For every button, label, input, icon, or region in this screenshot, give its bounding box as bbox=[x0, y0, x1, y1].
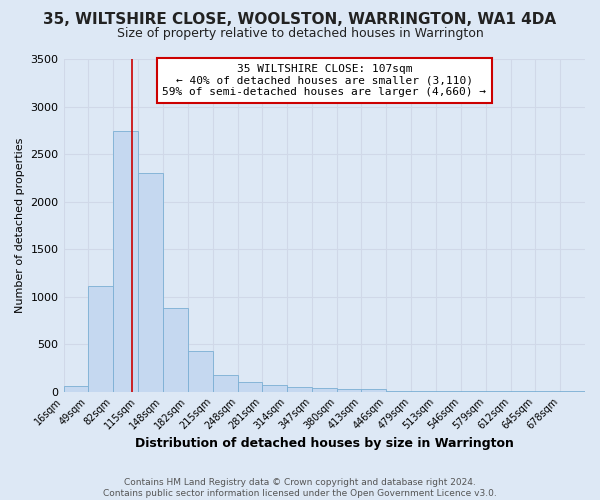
Bar bbox=[361, 389, 386, 392]
Bar bbox=[88, 286, 113, 392]
Bar bbox=[213, 375, 238, 392]
Bar bbox=[138, 173, 163, 392]
Text: 35 WILTSHIRE CLOSE: 107sqm
← 40% of detached houses are smaller (3,110)
59% of s: 35 WILTSHIRE CLOSE: 107sqm ← 40% of deta… bbox=[162, 64, 486, 97]
Bar bbox=[262, 386, 287, 392]
Text: Size of property relative to detached houses in Warrington: Size of property relative to detached ho… bbox=[116, 28, 484, 40]
Bar bbox=[312, 388, 337, 392]
Y-axis label: Number of detached properties: Number of detached properties bbox=[15, 138, 25, 313]
Text: 35, WILTSHIRE CLOSE, WOOLSTON, WARRINGTON, WA1 4DA: 35, WILTSHIRE CLOSE, WOOLSTON, WARRINGTO… bbox=[43, 12, 557, 28]
Bar bbox=[238, 382, 262, 392]
Bar bbox=[337, 389, 361, 392]
Bar bbox=[287, 387, 312, 392]
Bar bbox=[64, 386, 88, 392]
Text: Contains HM Land Registry data © Crown copyright and database right 2024.
Contai: Contains HM Land Registry data © Crown c… bbox=[103, 478, 497, 498]
Bar bbox=[113, 131, 138, 392]
X-axis label: Distribution of detached houses by size in Warrington: Distribution of detached houses by size … bbox=[135, 437, 514, 450]
Bar bbox=[163, 308, 188, 392]
Bar bbox=[188, 351, 213, 392]
